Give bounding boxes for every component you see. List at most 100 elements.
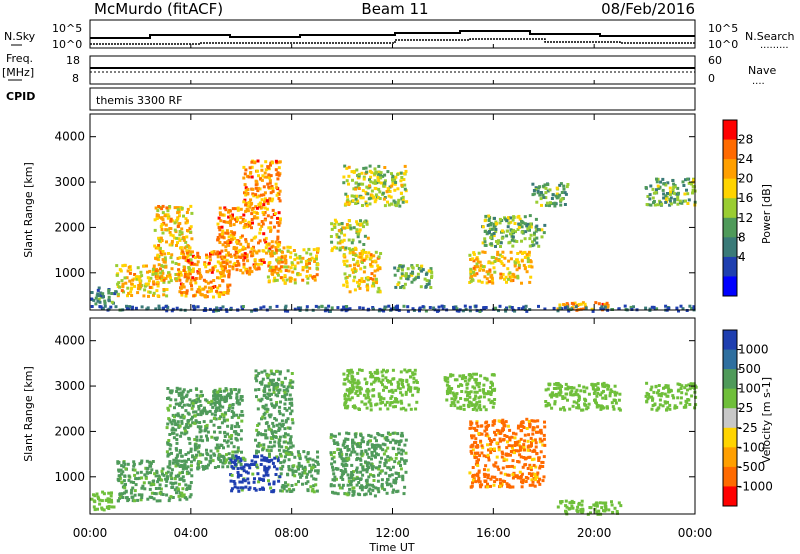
- range-gate-cell: [357, 187, 361, 190]
- range-gate-cell: [382, 197, 386, 201]
- range-gate-cell: [306, 451, 310, 455]
- range-gate-cell: [401, 434, 404, 438]
- range-gate-cell: [461, 309, 465, 313]
- range-gate-cell: [189, 449, 193, 453]
- range-gate-cell: [678, 199, 682, 203]
- range-gate-cell: [530, 478, 534, 482]
- range-gate-cell: [359, 485, 362, 489]
- range-gate-cell: [375, 452, 378, 456]
- range-gate-cell: [292, 464, 296, 468]
- range-gate-cell: [523, 448, 526, 452]
- range-gate-cell: [90, 305, 94, 308]
- range-gate-cell: [267, 264, 271, 268]
- range-gate-cell: [278, 221, 282, 225]
- range-gate-cell: [271, 421, 275, 425]
- range-gate-cell: [158, 246, 162, 250]
- range-gate-cell: [243, 191, 246, 195]
- range-gate-cell: [153, 228, 157, 232]
- range-gate-cell: [380, 478, 384, 482]
- range-gate-cell: [536, 471, 540, 475]
- range-gate-cell: [229, 458, 233, 462]
- range-gate-cell: [673, 406, 677, 410]
- range-gate-cell: [404, 392, 408, 396]
- range-gate-cell: [396, 400, 400, 404]
- range-gate-cell: [347, 432, 351, 436]
- range-gate-cell: [400, 378, 404, 382]
- range-gate-cell: [482, 388, 485, 392]
- range-gate-cell: [170, 239, 174, 243]
- range-gate-cell: [401, 195, 405, 199]
- range-gate-cell: [402, 304, 406, 308]
- range-gate-cell: [239, 463, 243, 466]
- range-gate-cell: [145, 282, 148, 286]
- range-gate-cell: [123, 263, 127, 267]
- range-gate-cell: [251, 221, 254, 225]
- range-gate-cell: [134, 483, 138, 487]
- range-gate-cell: [532, 476, 536, 480]
- range-gate-cell: [353, 263, 356, 267]
- range-gate-cell: [632, 305, 635, 309]
- range-gate-cell: [244, 463, 248, 467]
- range-gate-cell: [278, 422, 282, 426]
- range-gate-cell: [195, 263, 199, 267]
- range-gate-cell: [252, 194, 256, 198]
- range-gate-cell: [286, 433, 290, 437]
- range-gate-cell: [194, 401, 198, 405]
- range-gate-cell: [164, 228, 168, 232]
- range-gate-cell: [572, 501, 576, 504]
- range-gate-cell: [561, 397, 565, 400]
- range-gate-cell: [128, 271, 132, 275]
- range-gate-cell: [182, 252, 186, 256]
- range-gate-cell: [214, 309, 218, 313]
- range-gate-cell: [271, 490, 275, 494]
- freq-tick-top: 18: [66, 54, 80, 67]
- range-gate-cell: [105, 498, 109, 502]
- range-gate-cell: [126, 269, 130, 273]
- range-gate-cell: [276, 383, 280, 387]
- range-gate-cell: [365, 382, 368, 386]
- range-gate-cell: [403, 368, 407, 372]
- range-gate-cell: [497, 309, 500, 313]
- range-gate-cell: [209, 454, 213, 458]
- range-gate-cell: [520, 472, 524, 476]
- range-gate-cell: [520, 281, 523, 285]
- range-gate-cell: [240, 419, 244, 423]
- range-gate-cell: [175, 433, 179, 437]
- range-gate-cell: [165, 294, 169, 298]
- range-gate-cell: [474, 394, 478, 398]
- range-gate-cell: [513, 441, 517, 444]
- range-gate-cell: [230, 426, 234, 430]
- range-gate-cell: [511, 230, 515, 234]
- range-gate-cell: [388, 433, 392, 436]
- range-gate-cell: [217, 406, 221, 410]
- range-gate-cell: [472, 252, 476, 256]
- range-gate-cell: [541, 465, 545, 468]
- range-gate-cell: [536, 189, 540, 193]
- range-gate-cell: [158, 491, 162, 495]
- range-gate-cell: [261, 211, 265, 214]
- range-gate-cell: [475, 309, 479, 313]
- range-gate-cell: [511, 473, 515, 477]
- range-gate-cell: [177, 473, 181, 477]
- range-gate-cell: [344, 192, 348, 196]
- range-gate-cell: [508, 438, 512, 442]
- range-gate-cell: [289, 489, 293, 493]
- range-gate-cell: [237, 416, 241, 420]
- range-gate-cell: [684, 384, 688, 388]
- range-gate-cell: [107, 505, 111, 508]
- range-gate-cell: [390, 473, 394, 477]
- range-gate-cell: [525, 252, 529, 256]
- range-gate-cell: [344, 437, 348, 441]
- range-gate-cell: [392, 306, 396, 310]
- range-gate-cell: [272, 385, 276, 389]
- range-gate-cell: [310, 468, 314, 472]
- range-gate-cell: [376, 264, 380, 268]
- range-gate-cell: [120, 289, 124, 293]
- range-gate-cell: [288, 276, 292, 280]
- range-gate-cell: [220, 213, 224, 217]
- range-gate-cell: [237, 433, 241, 437]
- range-gate-cell: [239, 268, 243, 272]
- range-gate-cell: [194, 419, 198, 423]
- range-gate-cell: [399, 467, 403, 471]
- range-gate-cell: [513, 444, 517, 447]
